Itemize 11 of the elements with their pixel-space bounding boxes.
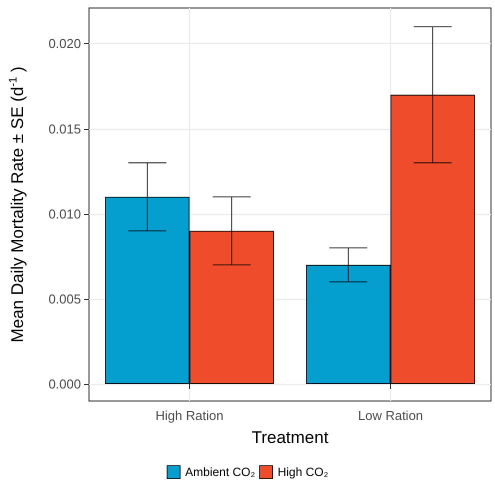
y-tick-label: 0.010 <box>48 206 81 222</box>
y-tick-label: 0.020 <box>48 36 81 52</box>
y-tick-label: 0.015 <box>48 121 81 136</box>
legend-label: High CO₂ <box>278 465 329 480</box>
y-tick-label: 0.005 <box>48 291 81 306</box>
legend-label: Ambient CO₂ <box>185 465 256 480</box>
x-axis-title: Treatment <box>252 428 329 447</box>
y-tick-label: 0.000 <box>48 376 81 392</box>
y-axis-title: Mean Daily Mortality Rate ± SE (d-1 ) <box>8 66 27 343</box>
x-tick-label: Low Ration <box>358 408 424 423</box>
x-tick-label: High Ration <box>156 408 224 423</box>
